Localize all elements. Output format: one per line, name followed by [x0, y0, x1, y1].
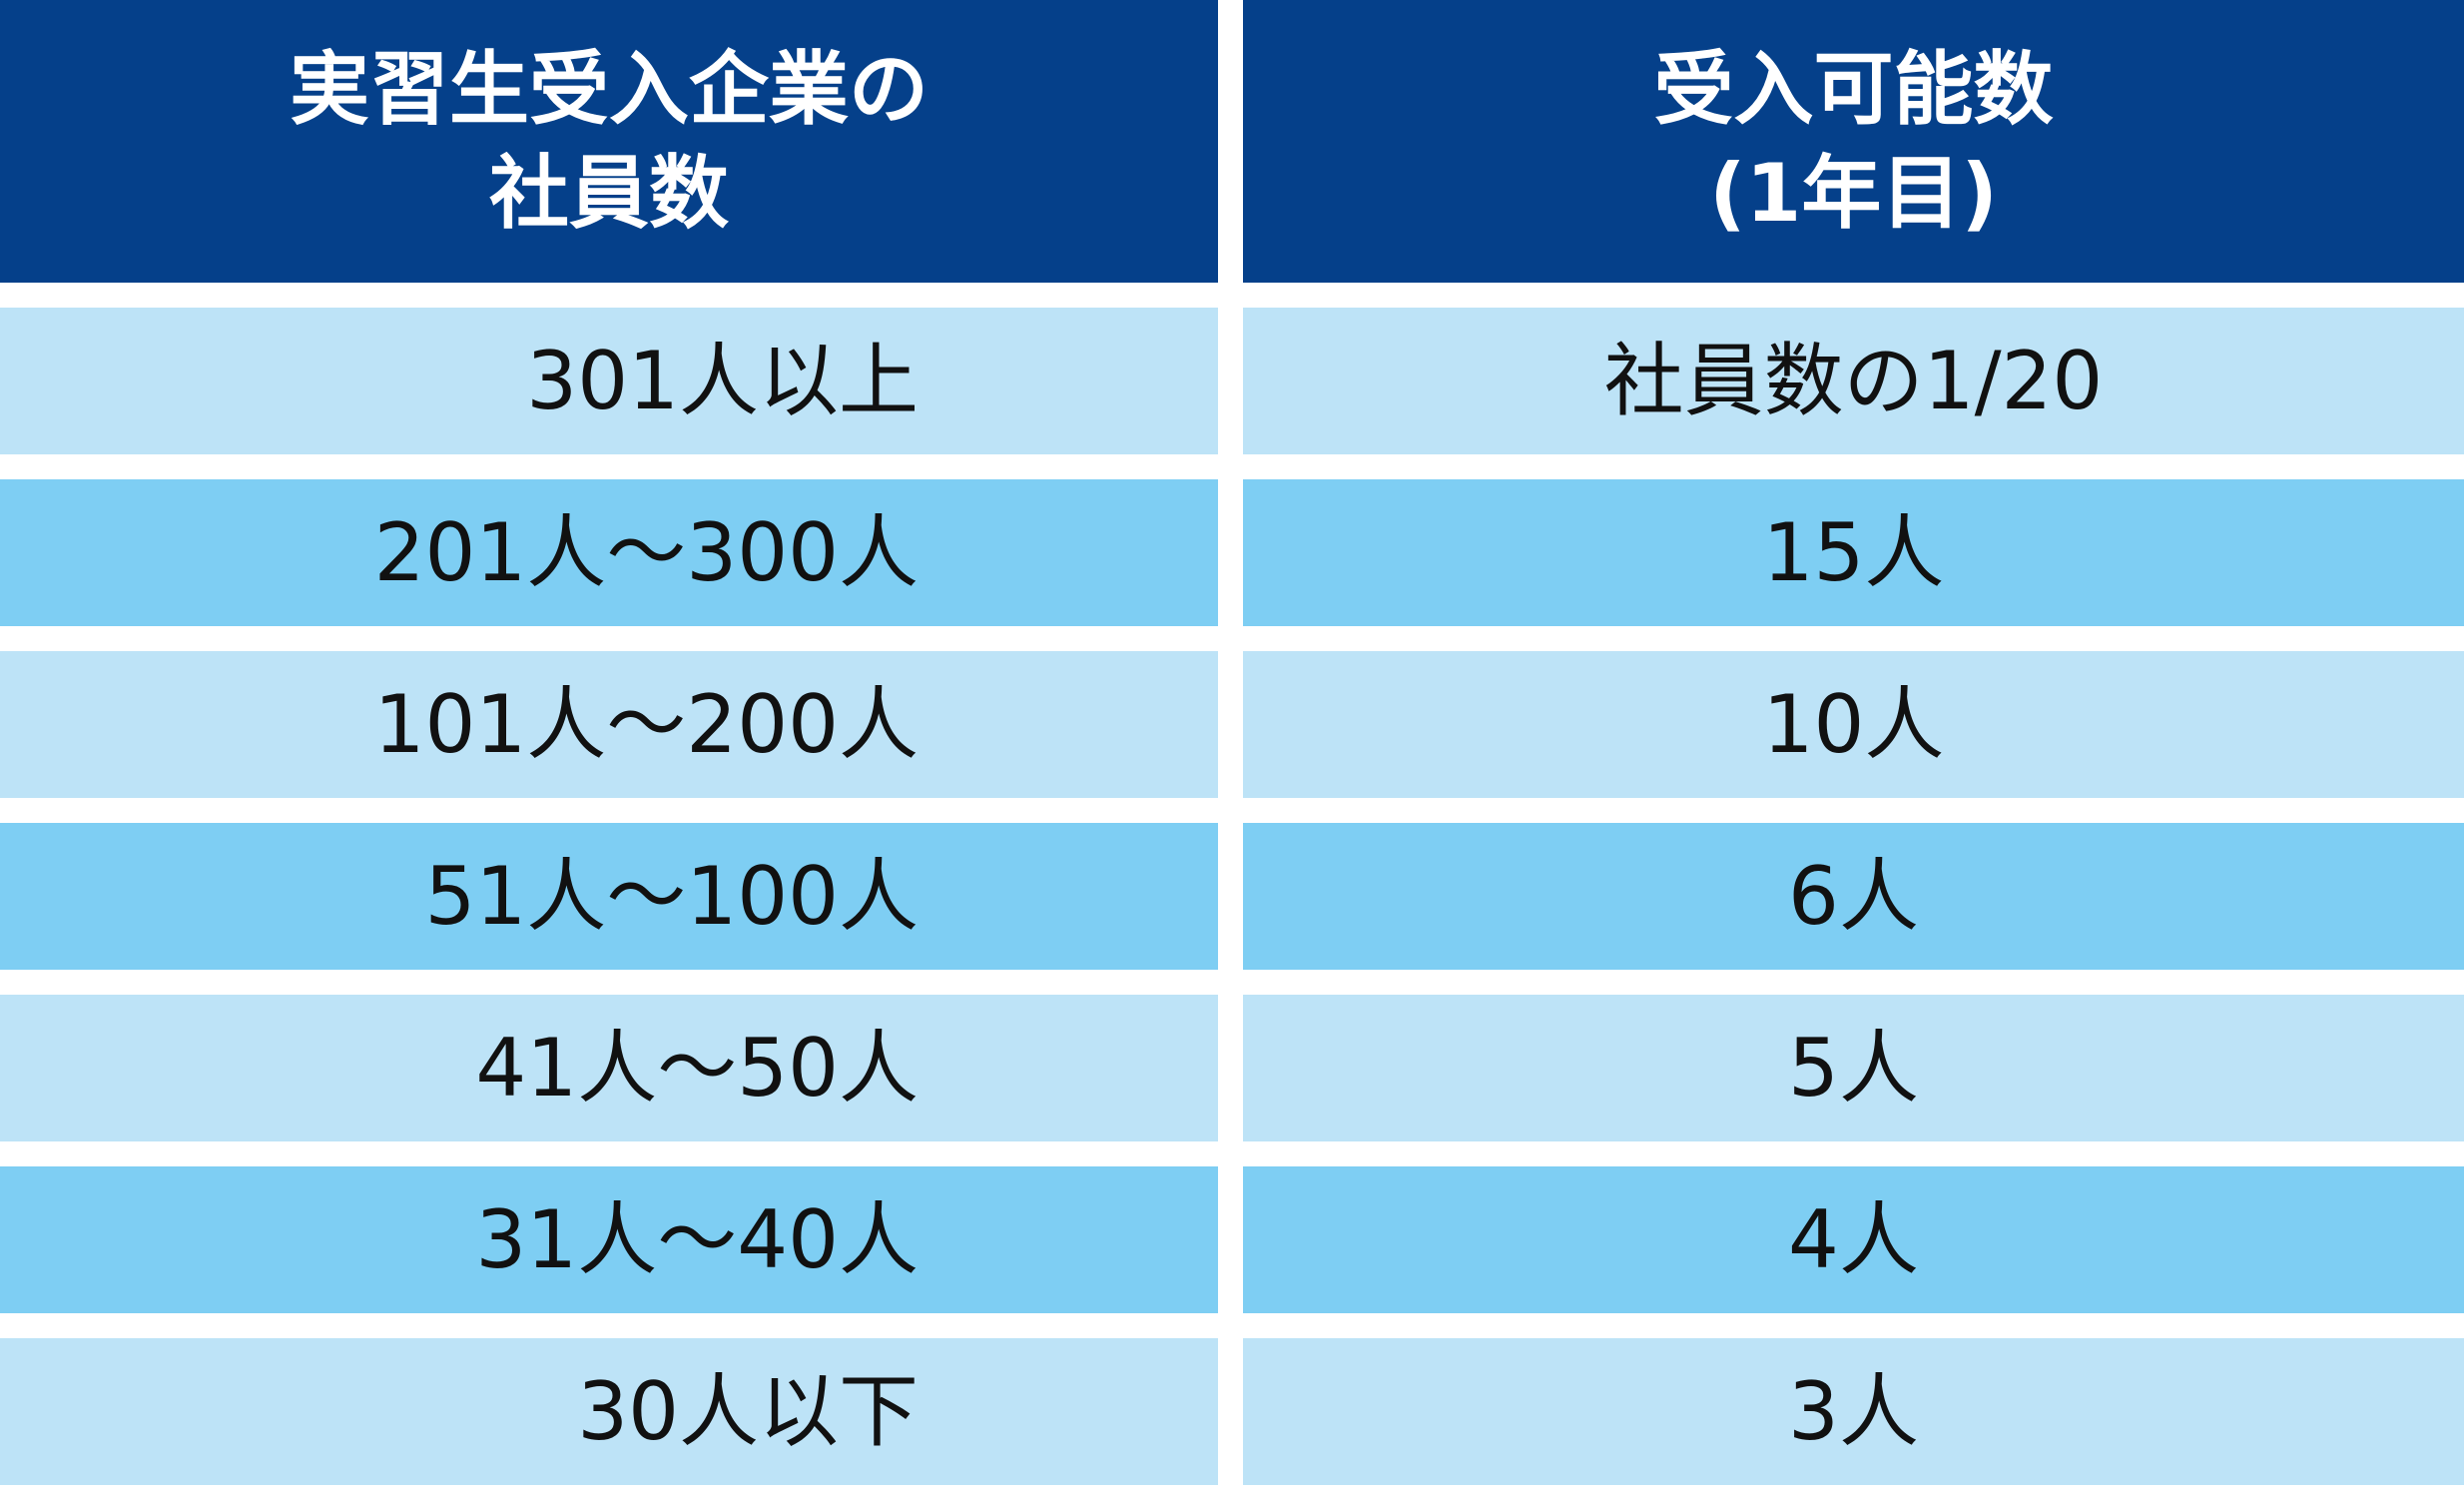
table-cell: 10人: [1243, 651, 2464, 798]
table-cell: 30人以下: [0, 1338, 1218, 1485]
table-cell: 3人: [1243, 1338, 2464, 1485]
header-cell: 実習生受入企業の 社員数: [0, 0, 1218, 283]
table-cell: 301人以上: [0, 308, 1218, 454]
table-cell: 41人～50人: [0, 995, 1218, 1141]
table-cell: 5人: [1243, 995, 2464, 1141]
header-cell: 受入可能数 (1年目): [1243, 0, 2464, 283]
table-cell: 6人: [1243, 823, 2464, 970]
table-cell: 15人: [1243, 479, 2464, 626]
table-cell: 51人～100人: [0, 823, 1218, 970]
table-cell: 4人: [1243, 1166, 2464, 1313]
table-cell: 社員数の1/20: [1243, 308, 2464, 454]
table-cell: 101人～200人: [0, 651, 1218, 798]
table-cell: 31人～40人: [0, 1166, 1218, 1313]
table-cell: 201人～300人: [0, 479, 1218, 626]
